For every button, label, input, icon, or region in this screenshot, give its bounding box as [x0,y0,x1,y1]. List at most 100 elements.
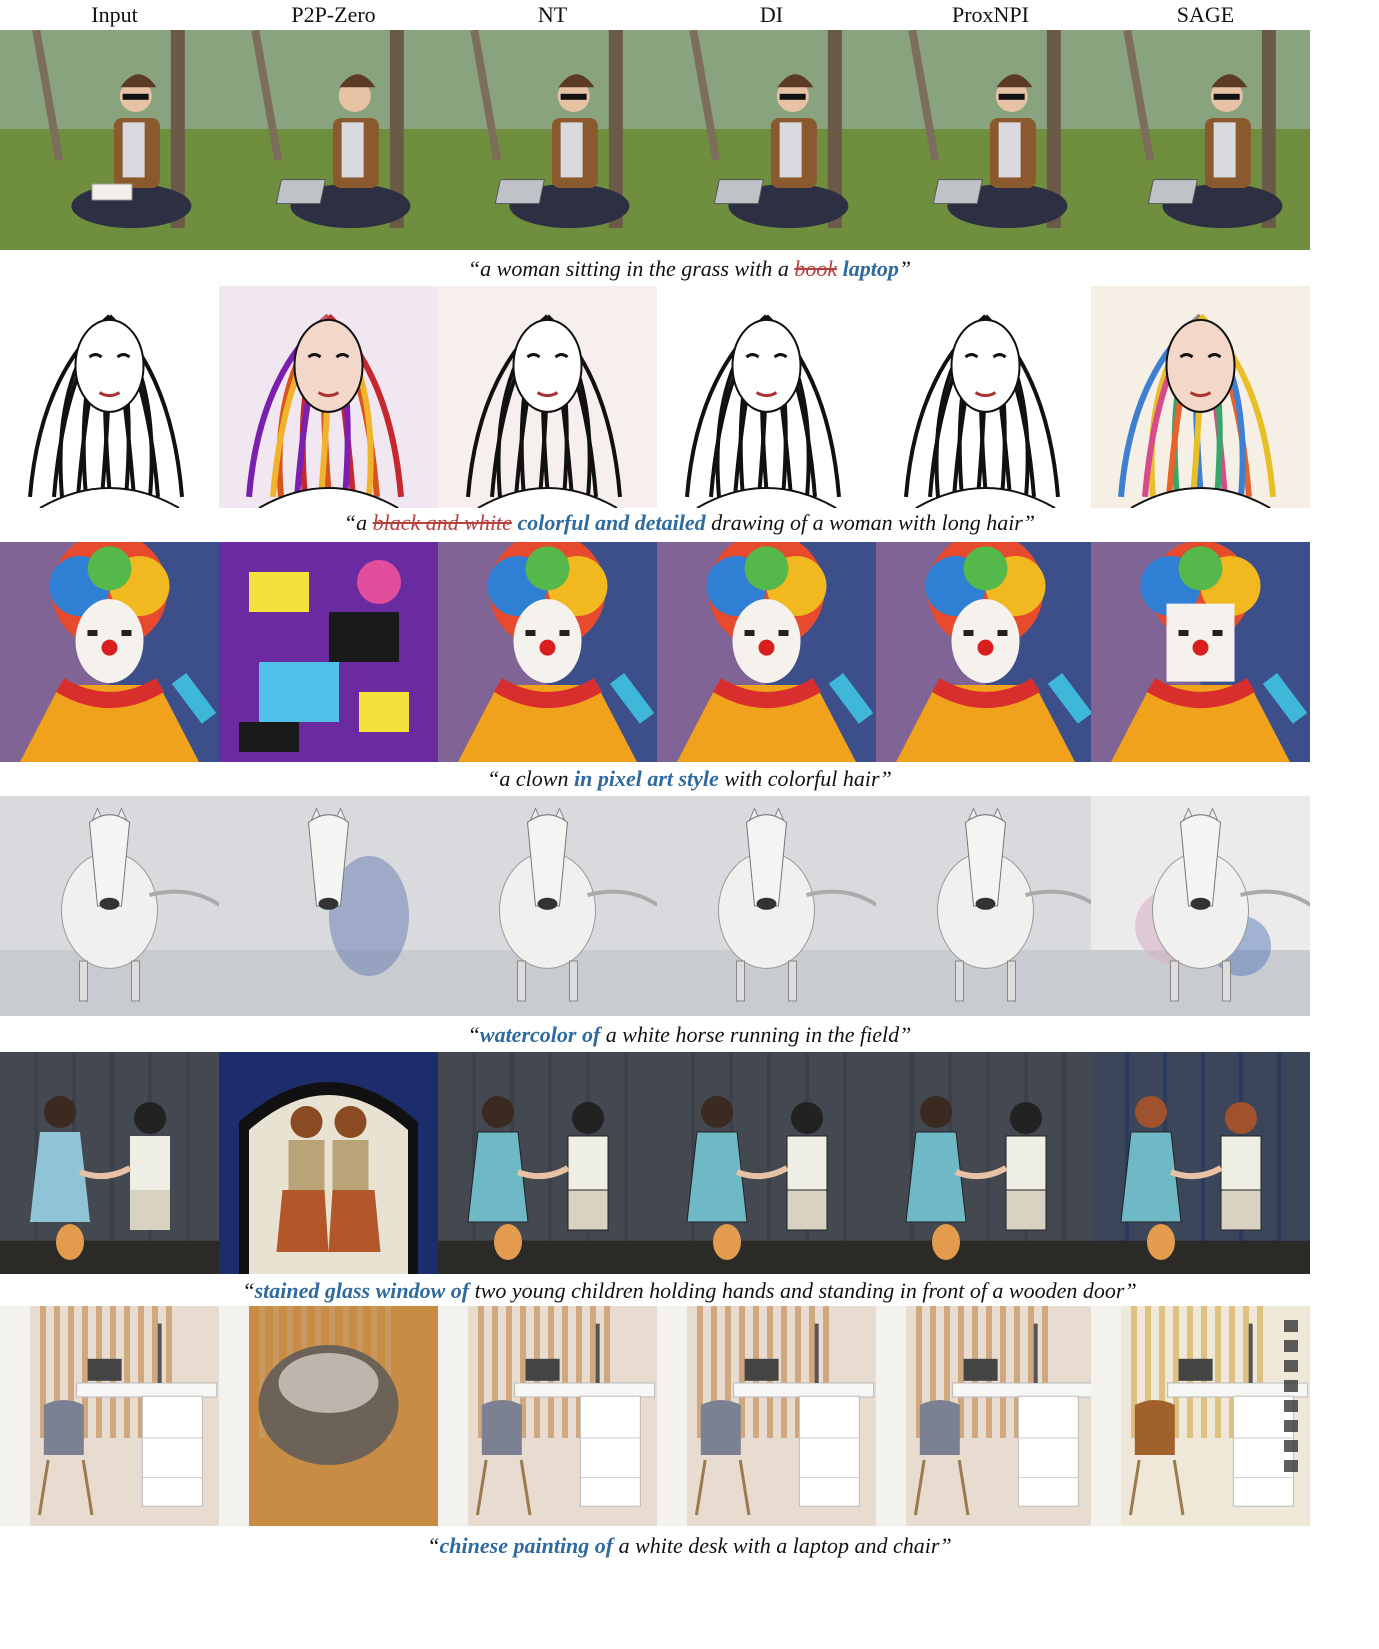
thumbnail-image [1091,542,1310,762]
image-row-desk [0,1306,1379,1526]
thumbnail-children-nt [438,1052,665,1274]
caption-text-after: drawing of a woman with long hair [705,510,1023,535]
caption-open-quote: “ [343,510,357,535]
thumbnail-desk-input [0,1306,227,1526]
thumbnail-image [1091,1052,1310,1274]
thumbnail-desk-p2p-zero [219,1306,446,1526]
column-label-p2p-zero: P2P-Zero [291,2,376,27]
thumbnail-image [438,1052,657,1274]
prompt-caption-clown: “a clown in pixel art style with colorfu… [0,765,1379,793]
thumbnail-image [657,286,876,508]
thumbnail-woman-grass-input [0,30,227,250]
thumbnail-horse-p2p-zero [219,796,446,1016]
caption-close-quote: ” [898,256,912,281]
column-label-proxnpi: ProxNPI [951,2,1029,27]
thumbnail-image [876,1052,1095,1274]
thumbnail-image [0,796,219,1016]
thumbnail-children-sage [1091,1052,1318,1274]
thumbnail-children-p2p-zero [219,1052,446,1274]
image-row-clown [0,542,1379,762]
thumbnail-children-di [657,1052,884,1274]
column-label-sage: SAGE [1176,2,1235,27]
thumbnail-image [657,30,876,250]
thumbnail-woman-drawing-sage [1091,286,1318,508]
thumbnail-woman-grass-sage [1091,30,1318,250]
caption-close-quote: ” [899,1022,912,1047]
thumbnail-horse-input [0,796,227,1016]
thumbnail-clown-p2p-zero [219,542,446,762]
caption-added-words: chinese painting of [439,1533,614,1558]
thumbnail-image [219,286,438,508]
caption-text-after: with colorful hair [718,766,880,791]
caption-added-words: colorful and detailed [517,510,706,535]
thumbnail-image [438,542,657,762]
caption-close-quote: ” [1022,510,1036,535]
thumbnail-woman-drawing-proxnpi [876,286,1103,508]
caption-open-quote: “ [467,1022,480,1047]
thumbnail-woman-grass-p2p-zero [219,30,446,250]
thumbnail-image [876,30,1095,250]
thumbnail-horse-proxnpi [876,796,1103,1016]
image-row-woman-drawing [0,286,1379,508]
thumbnail-image [219,1052,438,1274]
thumbnail-image [219,30,438,250]
thumbnail-horse-di [657,796,884,1016]
caption-added-words: laptop [842,256,899,281]
caption-text-before: a [356,510,373,535]
thumbnail-image [657,1306,876,1526]
thumbnail-image [1091,30,1310,250]
thumbnail-clown-di [657,542,884,762]
thumbnail-woman-drawing-di [657,286,884,508]
thumbnail-clown-sage [1091,542,1318,762]
thumbnail-image [219,1306,438,1526]
column-label-input: Input [91,2,138,27]
caption-removed-words: black and white [372,510,512,535]
column-label-nt: NT [537,2,568,27]
thumbnail-image [0,286,219,508]
thumbnail-image [1091,286,1310,508]
prompt-caption-woman-drawing: “a black and white colorful and detailed… [0,509,1379,537]
thumbnail-children-proxnpi [876,1052,1103,1274]
prompt-caption-children: “stained glass window of two young child… [0,1277,1379,1305]
thumbnail-image [438,1306,657,1526]
thumbnail-image [0,1052,219,1274]
caption-text-after: two young children holding hands and sta… [469,1278,1125,1303]
image-row-horse [0,796,1379,1016]
thumbnail-woman-grass-nt [438,30,665,250]
thumbnail-clown-input [0,542,227,762]
column-header-row: Input P2P-Zero NT DI ProxNPI SAGE [0,0,1379,30]
thumbnail-image [657,1052,876,1274]
thumbnail-desk-nt [438,1306,665,1526]
thumbnail-woman-drawing-input [0,286,227,508]
thumbnail-image [438,796,657,1016]
thumbnail-image [1091,796,1310,1016]
thumbnail-image [219,796,438,1016]
caption-open-quote: “ [467,256,481,281]
thumbnail-woman-drawing-p2p-zero [219,286,446,508]
caption-text-before: a woman sitting in the grass with a [480,256,795,281]
thumbnail-horse-sage [1091,796,1318,1016]
thumbnail-image [0,1306,219,1526]
thumbnail-image [438,286,657,508]
caption-close-quote: ” [939,1533,952,1558]
caption-text-after: a white horse running in the field [600,1022,900,1047]
thumbnail-image [876,1306,1095,1526]
image-row-woman-grass [0,30,1379,250]
thumbnail-woman-grass-di [657,30,884,250]
caption-text-after: a white desk with a laptop and chair [613,1533,940,1558]
caption-added-words: stained glass window of [254,1278,470,1303]
caption-added-words: watercolor of [479,1022,601,1047]
thumbnail-image [657,542,876,762]
thumbnail-image [1091,1306,1310,1526]
thumbnail-clown-proxnpi [876,542,1103,762]
thumbnail-desk-proxnpi [876,1306,1103,1526]
image-row-children [0,1052,1379,1274]
thumbnail-image [657,796,876,1016]
thumbnail-children-input [0,1052,227,1274]
caption-text-before: a clown [499,766,574,791]
thumbnail-image [219,542,438,762]
caption-added-words: in pixel art style [573,766,719,791]
thumbnail-image [876,796,1095,1016]
thumbnail-image [876,286,1095,508]
column-label-di: DI [759,2,784,27]
